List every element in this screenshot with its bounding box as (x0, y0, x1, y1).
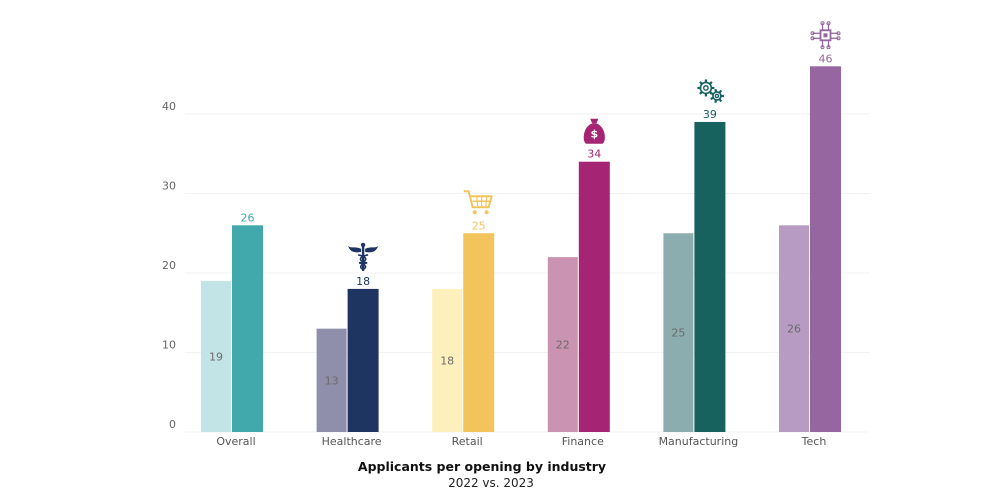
data-label-2022: 18 (440, 354, 454, 367)
bar-2023 (694, 121, 726, 432)
y-tick-label: 10 (162, 339, 176, 352)
bar-2022 (663, 233, 694, 432)
y-tick-label: 0 (169, 418, 176, 431)
circuit-chip-icon (810, 21, 841, 50)
chart-subtitle: 2022 vs. 2023 (448, 476, 534, 490)
y-tick-label: 30 (162, 180, 176, 193)
x-tick-label: Retail (452, 435, 483, 448)
bar-2022 (201, 280, 231, 432)
data-label-2023: 46 (819, 52, 833, 65)
bar-2022 (432, 288, 463, 432)
data-label-2023: 25 (472, 219, 486, 232)
chart-title: Applicants per opening by industry (358, 459, 606, 474)
bar-2023 (463, 233, 495, 432)
bar-2023 (232, 225, 263, 432)
bar-2022 (547, 257, 578, 432)
data-label-2023: 34 (587, 148, 601, 161)
y-tick-label: 20 (162, 259, 176, 272)
data-label-2022: 26 (787, 323, 801, 336)
data-label-2022: 25 (671, 327, 685, 340)
x-tick-label: Finance (562, 435, 604, 448)
data-label-2023: 39 (703, 108, 717, 121)
data-label-2022: 13 (325, 374, 339, 387)
bar-2023 (347, 288, 379, 432)
data-label-2023: 26 (241, 211, 255, 224)
bar-2022 (779, 225, 809, 432)
data-label-2023: 18 (356, 275, 370, 288)
money-bag-icon: $ (583, 118, 605, 144)
x-tick-label: Healthcare (322, 435, 382, 448)
data-label-2022: 19 (209, 350, 223, 363)
x-tick-label: Overall (216, 435, 255, 448)
x-tick-label: Tech (801, 435, 827, 448)
x-tick-label: Manufacturing (659, 435, 739, 448)
bar-2022 (316, 328, 347, 432)
svg-text:$: $ (590, 128, 598, 141)
shopping-cart-icon (463, 190, 493, 215)
data-label-2022: 22 (556, 339, 570, 352)
gears-icon (697, 79, 724, 104)
bar-2023 (810, 66, 841, 433)
caduceus-icon (348, 242, 379, 271)
bar-2023 (578, 161, 610, 432)
y-tick-label: 40 (162, 100, 176, 113)
